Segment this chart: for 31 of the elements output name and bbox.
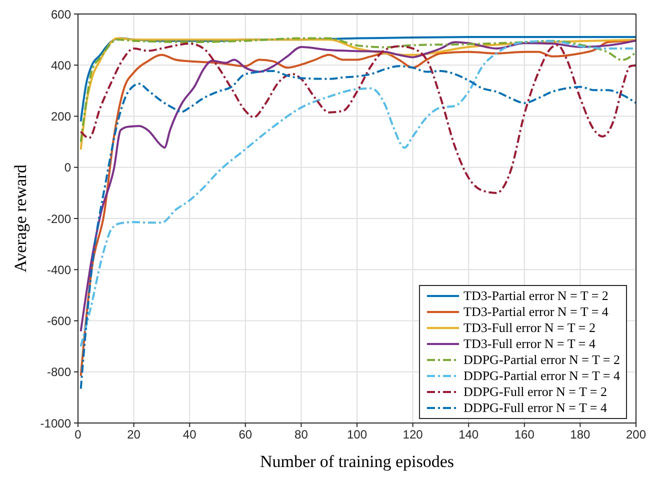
legend-label: TD3-Partial error N = T = 4 (464, 304, 608, 320)
legend-label: DDPG-Partial error N = T = 2 (464, 352, 620, 368)
y-tick-label: 200 (50, 110, 72, 124)
y-tick-label: 400 (50, 58, 72, 72)
x-tick-label: 20 (127, 428, 141, 442)
x-tick-label: 200 (626, 428, 646, 442)
x-tick-label: 100 (346, 428, 368, 442)
legend-label: DDPG-Full error N = T = 4 (464, 400, 608, 416)
x-tick-label: 80 (294, 428, 308, 442)
y-tick-label: -200 (46, 212, 72, 226)
legend-label: TD3-Partial error N = T = 2 (464, 288, 608, 304)
y-tick-label: -800 (46, 365, 72, 380)
x-tick-label: 160 (514, 428, 535, 442)
x-tick-label: 40 (182, 428, 197, 442)
y-axis-title: Average reward (11, 164, 30, 272)
legend-label: DDPG-Full error N = T = 2 (464, 384, 608, 400)
x-tick-label: 60 (238, 428, 252, 442)
x-tick-label: 120 (402, 428, 424, 442)
y-tick-label: -600 (46, 314, 72, 328)
x-tick-label: 0 (74, 428, 82, 442)
y-tick-label: -1000 (40, 416, 72, 430)
y-tick-label: -400 (46, 262, 72, 277)
y-tick-label: 600 (50, 7, 72, 22)
line-series (80, 42, 636, 194)
legend-label: DDPG-Partial error N = T = 4 (464, 368, 620, 384)
legend-label: TD3-Full error N = T = 2 (464, 320, 596, 336)
x-axis-title: Number of training episodes (260, 452, 454, 471)
y-tick-label: 0 (64, 160, 72, 175)
x-tick-label: 180 (570, 428, 591, 442)
legend-label: TD3-Full error N = T = 4 (464, 336, 596, 352)
x-tick-label: 140 (458, 428, 479, 442)
